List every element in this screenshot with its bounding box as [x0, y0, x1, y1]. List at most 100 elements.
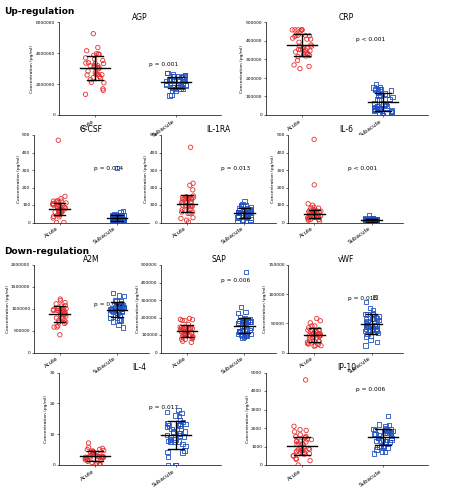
Point — [118, 212, 125, 220]
Point — [181, 206, 188, 214]
Point — [306, 212, 313, 220]
Point — [171, 76, 178, 84]
Point — [238, 322, 246, 330]
Point — [181, 195, 189, 203]
Point — [170, 428, 177, 436]
Point — [61, 192, 68, 200]
Point — [176, 432, 183, 440]
Point — [176, 430, 183, 438]
Point — [363, 332, 370, 340]
Point — [178, 409, 185, 417]
Point — [185, 202, 192, 210]
Point — [310, 207, 317, 215]
Point — [113, 212, 121, 220]
Point — [115, 306, 122, 314]
Point — [365, 214, 373, 222]
Point — [302, 376, 309, 384]
Point — [180, 198, 187, 206]
Point — [374, 218, 381, 226]
Point — [95, 64, 102, 72]
Point — [188, 330, 195, 338]
Point — [94, 452, 101, 460]
Point — [292, 432, 299, 440]
Point — [117, 316, 125, 324]
Point — [168, 92, 175, 100]
Point — [291, 32, 298, 40]
Point — [386, 95, 393, 103]
Point — [82, 90, 89, 98]
Point — [179, 84, 186, 92]
Point — [364, 215, 371, 223]
Point — [365, 216, 373, 224]
Point — [61, 310, 68, 318]
Point — [99, 56, 106, 64]
Point — [239, 200, 246, 208]
Point — [237, 202, 244, 209]
Point — [110, 217, 117, 225]
Point — [374, 216, 381, 224]
Y-axis label: Concentration (pg/ml): Concentration (pg/ml) — [31, 45, 34, 93]
Y-axis label: Concentration (pg/ml): Concentration (pg/ml) — [17, 155, 21, 203]
Point — [372, 426, 379, 434]
Point — [370, 430, 378, 438]
Point — [62, 302, 69, 310]
Point — [304, 50, 311, 58]
Point — [239, 316, 246, 324]
Point — [115, 292, 122, 300]
Point — [310, 329, 318, 337]
Point — [170, 84, 177, 92]
Point — [88, 458, 95, 466]
Point — [244, 316, 252, 324]
Point — [299, 440, 306, 448]
Point — [378, 100, 385, 108]
Point — [315, 340, 322, 348]
Point — [363, 216, 370, 224]
Point — [242, 308, 249, 316]
Point — [95, 50, 102, 58]
Point — [378, 85, 385, 93]
Point — [55, 136, 62, 144]
Text: p = 0.001: p = 0.001 — [149, 62, 178, 66]
Point — [54, 304, 62, 312]
Point — [51, 208, 59, 216]
Point — [376, 106, 383, 114]
Point — [373, 218, 380, 226]
Point — [238, 218, 246, 226]
Point — [235, 212, 242, 220]
Point — [305, 324, 312, 332]
Point — [56, 208, 63, 216]
Point — [59, 204, 66, 212]
Point — [187, 324, 194, 332]
Y-axis label: Concentration (pg/ml): Concentration (pg/ml) — [44, 395, 48, 443]
Point — [234, 309, 241, 317]
Point — [370, 426, 377, 434]
Point — [294, 52, 302, 60]
Point — [90, 62, 98, 70]
Point — [63, 304, 70, 312]
Point — [376, 92, 383, 100]
Point — [174, 72, 181, 80]
Point — [374, 314, 381, 322]
Point — [306, 332, 313, 340]
Point — [379, 436, 387, 444]
Point — [367, 218, 374, 226]
Point — [166, 76, 174, 84]
Title: G-CSF: G-CSF — [80, 125, 103, 134]
Point — [312, 331, 319, 339]
Point — [85, 439, 92, 447]
Point — [83, 454, 90, 462]
Point — [186, 314, 193, 322]
Point — [307, 328, 314, 336]
Point — [55, 307, 63, 315]
Point — [120, 304, 127, 312]
Point — [188, 328, 195, 336]
Point — [61, 320, 68, 328]
Point — [375, 316, 382, 324]
Point — [373, 216, 380, 224]
Point — [163, 431, 171, 439]
Point — [119, 324, 126, 332]
Point — [385, 422, 392, 430]
Point — [174, 83, 181, 91]
Point — [242, 202, 249, 209]
Point — [368, 215, 375, 223]
